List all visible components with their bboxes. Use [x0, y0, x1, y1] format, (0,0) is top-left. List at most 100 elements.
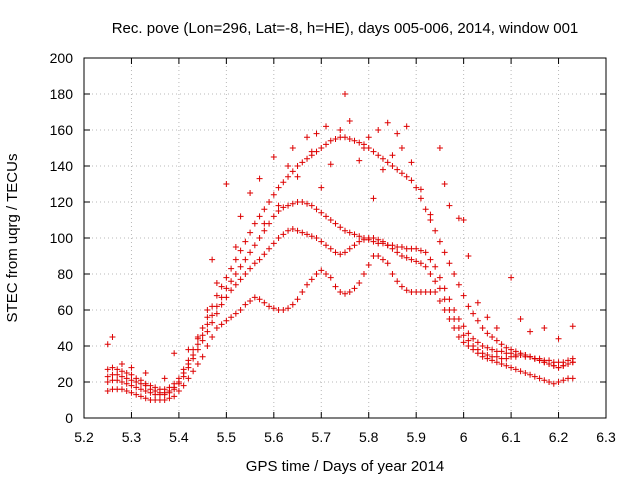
data-point	[242, 256, 249, 263]
data-point	[327, 245, 334, 252]
data-point	[432, 263, 439, 270]
data-point	[299, 159, 306, 166]
y-tick-label: 0	[65, 410, 73, 426]
data-point	[256, 256, 263, 263]
data-point	[204, 328, 211, 335]
data-point	[128, 364, 135, 371]
data-point	[256, 296, 263, 303]
data-point	[104, 373, 111, 380]
data-point	[289, 301, 296, 308]
data-point	[114, 377, 121, 384]
data-point	[213, 292, 220, 299]
data-point	[251, 260, 258, 267]
data-point	[394, 249, 401, 256]
data-point	[356, 139, 363, 146]
data-point	[550, 362, 557, 369]
data-point	[460, 217, 467, 223]
data-point	[123, 370, 130, 376]
data-point	[436, 274, 443, 281]
data-point	[370, 195, 377, 202]
data-point	[204, 321, 211, 328]
data-point	[398, 244, 405, 250]
x-tick-label: 5.7	[312, 429, 332, 445]
data-point	[436, 145, 443, 151]
x-tick-label: 5.5	[217, 429, 237, 445]
x-axis-label: GPS time / Days of year 2014	[246, 458, 444, 475]
data-point	[171, 350, 178, 357]
data-point	[346, 229, 353, 236]
data-point	[427, 217, 434, 223]
data-point	[398, 283, 405, 290]
data-point	[194, 334, 201, 340]
data-point	[133, 384, 140, 391]
data-point	[128, 371, 135, 378]
data-point	[247, 265, 254, 272]
data-point	[332, 283, 339, 290]
data-point	[489, 346, 496, 353]
data-point	[403, 123, 410, 130]
data-point	[232, 256, 239, 263]
data-point	[275, 208, 282, 214]
data-point	[536, 357, 543, 364]
data-point	[128, 389, 135, 396]
data-point	[379, 166, 386, 173]
data-point	[346, 289, 353, 295]
data-point	[346, 118, 353, 124]
data-point	[237, 276, 244, 283]
data-point	[427, 211, 434, 218]
data-point	[247, 190, 254, 196]
data-point	[142, 388, 149, 394]
data-point	[247, 229, 254, 236]
data-point	[199, 337, 206, 344]
data-point	[446, 260, 453, 267]
data-point	[365, 134, 372, 141]
data-point	[569, 323, 576, 330]
data-point	[436, 238, 443, 245]
data-point	[408, 159, 415, 166]
data-point	[422, 206, 429, 213]
data-point	[474, 317, 481, 324]
data-point	[351, 231, 358, 238]
data-point	[555, 379, 562, 385]
data-point	[560, 377, 567, 384]
data-point	[427, 271, 434, 277]
data-point	[441, 249, 448, 256]
data-point	[261, 206, 268, 213]
data-point	[242, 238, 249, 245]
data-point	[370, 238, 377, 245]
data-point	[332, 220, 339, 227]
data-point	[308, 276, 315, 283]
data-point	[470, 310, 477, 317]
data-point	[118, 361, 125, 367]
data-point	[323, 141, 330, 148]
x-tick-label: 6.3	[596, 429, 616, 445]
data-point	[280, 179, 287, 186]
data-point	[128, 377, 135, 384]
data-point	[484, 344, 491, 351]
data-point	[493, 359, 500, 366]
data-point	[489, 334, 496, 340]
data-point	[280, 204, 287, 211]
y-tick-label: 160	[50, 122, 74, 138]
data-point	[536, 375, 543, 382]
data-point	[484, 352, 491, 358]
data-point	[484, 330, 491, 337]
data-point	[569, 375, 576, 382]
data-point	[256, 175, 263, 182]
data-point	[109, 334, 116, 340]
data-point	[285, 163, 292, 169]
data-point	[398, 170, 405, 177]
y-tick-label: 20	[57, 374, 73, 390]
data-point	[560, 362, 567, 369]
data-point	[133, 375, 140, 382]
data-point	[498, 341, 505, 348]
data-point	[304, 134, 311, 141]
data-point	[546, 361, 553, 367]
data-point	[299, 289, 306, 295]
data-point	[470, 335, 477, 342]
data-point	[327, 161, 334, 168]
data-point	[403, 254, 410, 261]
data-point	[550, 380, 557, 387]
data-point	[266, 245, 273, 252]
data-point	[171, 380, 178, 387]
